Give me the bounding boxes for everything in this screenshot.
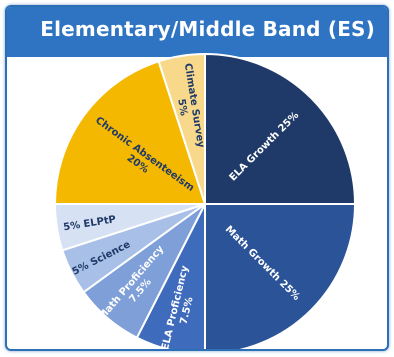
pie-slice-7	[53, 60, 207, 205]
pie-label-line: 5%	[175, 98, 189, 116]
pie-slice-8	[157, 52, 206, 205]
pie-slice-2	[204, 203, 357, 349]
chart-card: Elementary/Middle Band (ES) ELA Growth 2…	[5, 5, 389, 351]
pie-slice-1	[204, 52, 357, 205]
chart-title: Elementary/Middle Band (ES)	[40, 17, 375, 41]
chart-header: Elementary/Middle Band (ES)	[7, 7, 387, 57]
pie-chart: ELA Growth 25%Math Growth 25%ELA Profici…	[53, 52, 357, 349]
